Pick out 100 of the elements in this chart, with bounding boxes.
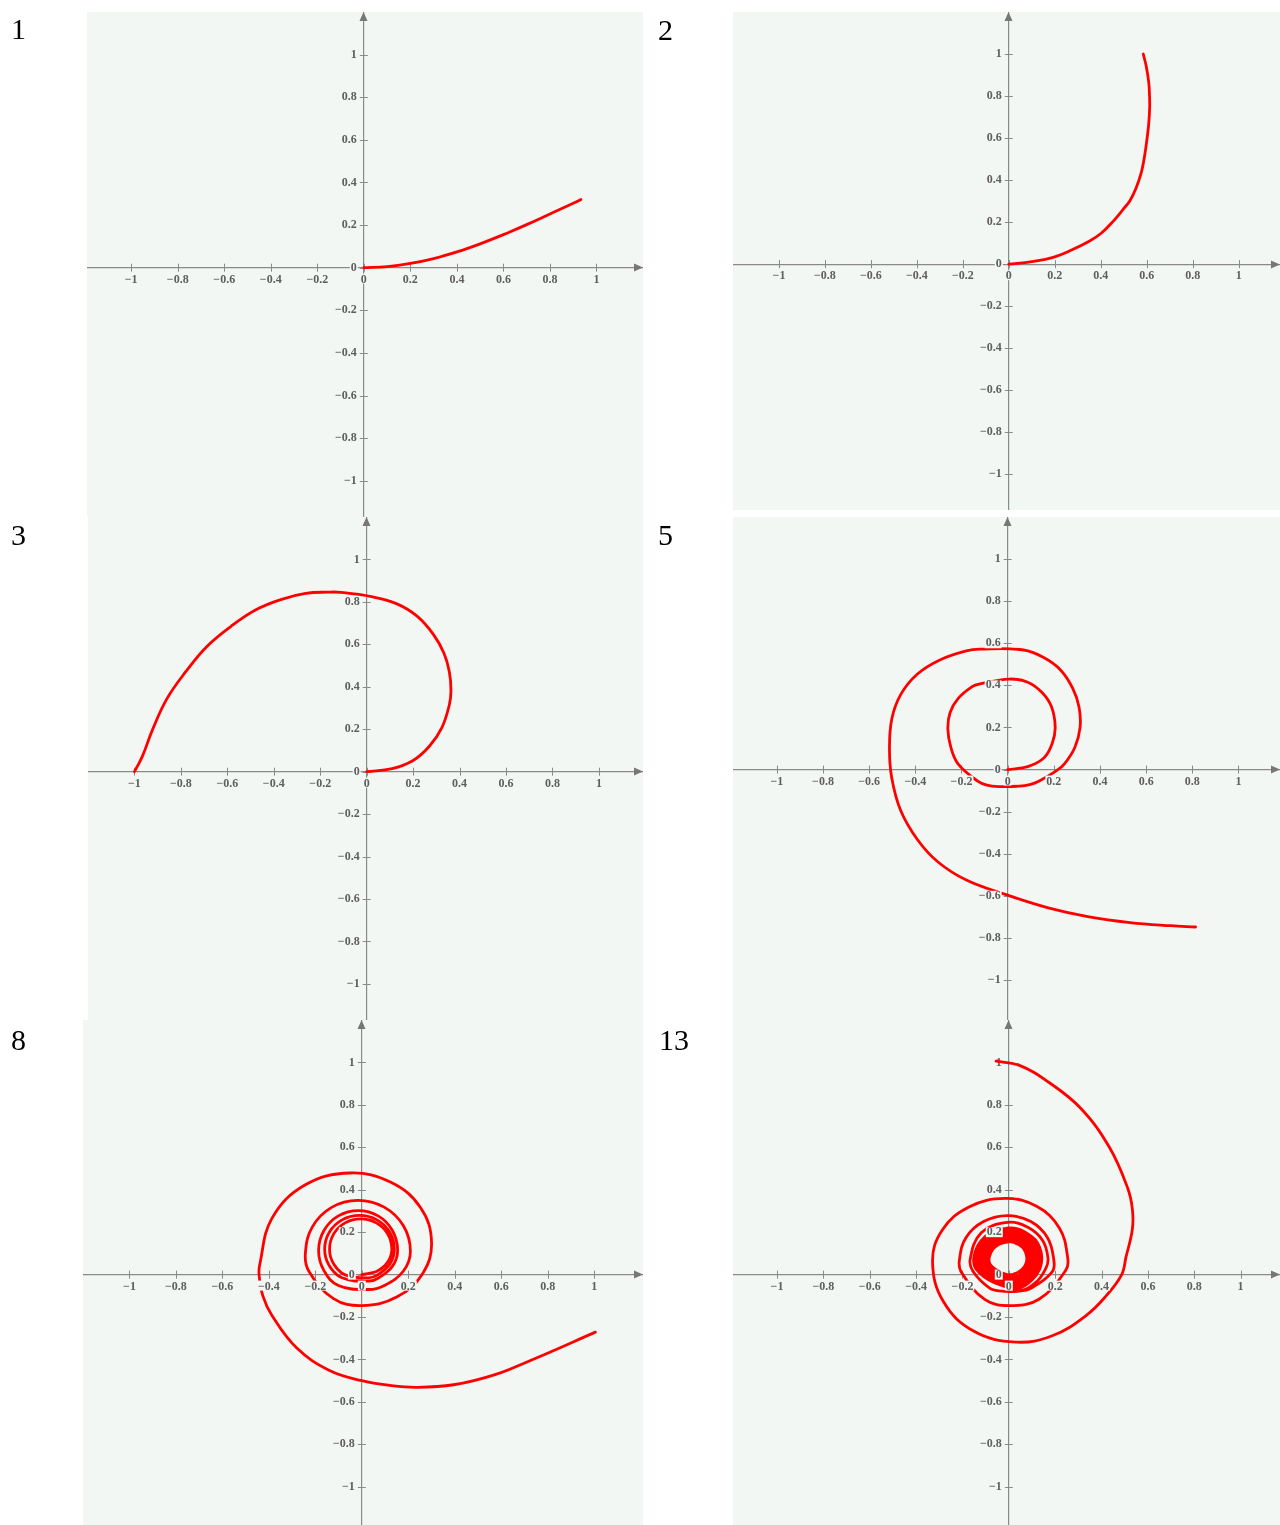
- y-tick-label: −1: [988, 466, 1002, 481]
- x-tick-label: −1: [123, 1278, 136, 1293]
- y-tick-label: −1: [987, 972, 1001, 987]
- y-tick-label: 0.2: [986, 1224, 1002, 1239]
- y-tick-label: 1: [995, 46, 1002, 61]
- x-tick-label: 0.6: [498, 775, 514, 790]
- y-tick-label: −0.4: [334, 345, 357, 360]
- x-tick-label: −0.4: [259, 271, 282, 286]
- x-tick-label: −0.8: [812, 1278, 835, 1293]
- y-tick-label: −0.8: [979, 1436, 1002, 1451]
- x-tick-label: 0.2: [1047, 268, 1063, 283]
- x-tick-label: 1: [1235, 268, 1242, 283]
- y-tick-label: 0.8: [985, 593, 1001, 608]
- y-tick-label: −0.6: [334, 387, 357, 402]
- y-tick-label: −0.2: [332, 1309, 355, 1324]
- x-tick-label: −1: [770, 773, 784, 788]
- x-tick-label: 0.4: [452, 775, 468, 790]
- y-tick-label: −1: [343, 472, 357, 487]
- line-series: [257, 1171, 597, 1389]
- x-tick-label: 0.2: [402, 271, 418, 286]
- y-tick-label: −0.8: [334, 430, 357, 445]
- y-tick-label: −1: [988, 1478, 1002, 1493]
- x-tick-label: 0.6: [1140, 1278, 1156, 1293]
- y-tick-label: −0.4: [337, 848, 360, 863]
- y-tick-label: 0.2: [344, 721, 360, 736]
- y-tick-label: 0.6: [344, 636, 360, 651]
- x-tick-label: −1: [770, 1278, 784, 1293]
- y-tick-label: −0.6: [978, 887, 1001, 902]
- x-tick-label: 1: [1237, 1278, 1244, 1293]
- x-tick-label: −0.4: [905, 1278, 928, 1293]
- y-tick-label: −0.2: [337, 806, 360, 821]
- y-tick-label: 0.4: [339, 1181, 355, 1196]
- chart-title: 3: [11, 518, 26, 551]
- x-tick-label: −0.6: [858, 1278, 881, 1293]
- x-tick-label: −0.6: [859, 268, 882, 283]
- y-tick-label: −0.6: [337, 891, 360, 906]
- y-tick-label: 0.4: [986, 1181, 1002, 1196]
- x-tick-label: −0.8: [166, 271, 189, 286]
- x-tick-label: 0: [363, 775, 370, 790]
- y-tick-label: 0.2: [986, 214, 1002, 229]
- line-series: [1007, 52, 1152, 266]
- y-tick-label: 0: [995, 1266, 1002, 1281]
- x-tick-label: −0.4: [262, 775, 285, 790]
- x-tick-label: −0.2: [304, 1278, 327, 1293]
- x-tick-label: −0.4: [904, 773, 927, 788]
- y-tick-label: −0.4: [978, 845, 1001, 860]
- y-tick-label: 0: [994, 761, 1001, 776]
- x-tick-label: 0.4: [1093, 268, 1109, 283]
- y-tick-label: −0.6: [979, 1394, 1002, 1409]
- y-tick-label: 0.8: [344, 593, 360, 608]
- x-tick-label: −0.6: [858, 773, 881, 788]
- y-tick-label: −1: [346, 976, 360, 991]
- y-tick-label: 0.6: [341, 131, 357, 146]
- x-tick-label: −1: [124, 271, 138, 286]
- x-tick-label: 0.2: [1046, 773, 1062, 788]
- x-tick-label: −0.2: [950, 773, 973, 788]
- x-tick-label: 1: [595, 775, 602, 790]
- y-tick-label: 0: [995, 256, 1002, 271]
- x-tick-label: 0.4: [1094, 1278, 1110, 1293]
- x-tick-label: −0.6: [216, 775, 239, 790]
- x-tick-label: −0.8: [165, 1278, 187, 1293]
- y-tick-label: 0.2: [339, 1224, 355, 1239]
- y-tick-label: 0.8: [986, 88, 1002, 103]
- x-tick-label: 0.2: [400, 1278, 416, 1293]
- line-series: [931, 1059, 1135, 1344]
- y-tick-label: 1: [994, 551, 1001, 566]
- y-tick-label: −0.6: [332, 1394, 355, 1409]
- y-tick-label: 0: [348, 1266, 355, 1281]
- y-tick-label: 0.4: [985, 677, 1001, 692]
- y-tick-label: 0.4: [986, 172, 1002, 187]
- y-tick-label: 0.4: [344, 678, 360, 693]
- x-tick-label: −0.4: [905, 268, 928, 283]
- x-tick-label: 0: [1005, 1278, 1012, 1293]
- x-tick-label: −1: [772, 268, 786, 283]
- chart-title: 13: [659, 1023, 689, 1056]
- y-tick-label: −0.2: [979, 298, 1002, 313]
- x-tick-label: 0.4: [449, 271, 465, 286]
- x-tick-label: 0.8: [540, 1278, 556, 1293]
- chart-title: 5: [658, 518, 673, 551]
- x-tick-label: 0.8: [544, 775, 560, 790]
- y-tick-label: 0.6: [986, 130, 1002, 145]
- x-tick-label: −0.2: [951, 1278, 974, 1293]
- y-tick-label: 0.4: [341, 174, 357, 189]
- x-tick-label: −0.8: [814, 268, 836, 283]
- y-tick-label: 0.6: [986, 1139, 1002, 1154]
- chart-title: 8: [11, 1023, 26, 1056]
- x-tick-label: −0.4: [257, 1278, 280, 1293]
- x-tick-label: 1: [1235, 773, 1242, 788]
- y-tick-label: −0.8: [978, 930, 1001, 945]
- y-tick-label: −0.4: [979, 340, 1002, 355]
- x-tick-label: 0.8: [1186, 1278, 1202, 1293]
- x-tick-label: 1: [591, 1278, 598, 1293]
- y-tick-label: −0.6: [979, 382, 1002, 397]
- x-tick-label: −1: [128, 775, 141, 790]
- x-tick-label: 0.8: [542, 271, 558, 286]
- x-tick-label: −0.2: [951, 268, 974, 283]
- x-tick-label: −0.2: [306, 271, 329, 286]
- y-tick-label: 0.8: [341, 89, 357, 104]
- y-tick-label: −0.8: [337, 933, 360, 948]
- y-tick-label: −0.8: [332, 1436, 355, 1451]
